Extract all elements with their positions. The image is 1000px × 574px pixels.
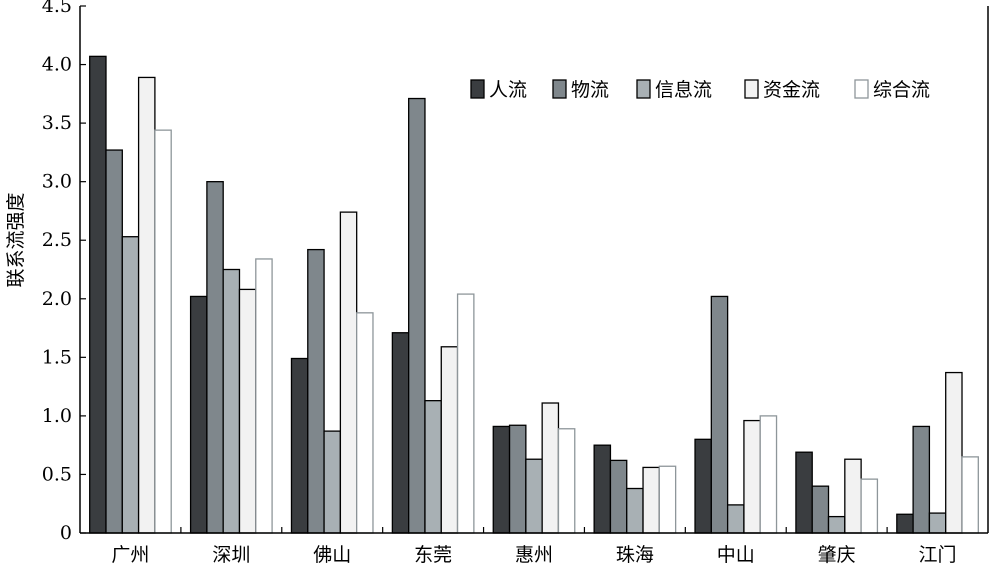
x-category-label: 珠海 — [616, 544, 654, 566]
bar-5-5 — [557, 428, 576, 534]
legend-swatch — [552, 79, 567, 99]
bar-7-3 — [726, 504, 745, 534]
bar-8-1 — [795, 451, 813, 534]
bar-7-5 — [759, 415, 778, 534]
x-category-label: 深圳 — [212, 544, 250, 566]
bar-3-2 — [307, 248, 325, 534]
bar-6-1 — [593, 444, 612, 534]
bars-group — [89, 55, 979, 534]
bar-5-2 — [508, 424, 527, 534]
bar-3-5 — [356, 312, 374, 534]
legend-label: 信息流 — [655, 79, 712, 101]
y-tick-label: 2.0 — [42, 288, 72, 310]
x-category-label: 肇庆 — [818, 544, 856, 566]
bar-2-4 — [238, 288, 257, 534]
bar-1-5 — [154, 129, 172, 534]
bar-3-1 — [290, 357, 309, 534]
y-tick-label: 2.5 — [42, 229, 72, 251]
bar-6-2 — [609, 459, 628, 534]
bar-5-4 — [541, 402, 560, 534]
bar-8-4 — [844, 458, 862, 534]
legend-label: 物流 — [571, 79, 609, 101]
bar-4-5 — [456, 293, 475, 534]
x-labels-group: 广州 深圳 佛山 东莞 惠州 珠海 中山 肇庆 江门 — [111, 527, 957, 566]
bar-8-3 — [827, 515, 846, 534]
y-tick-label: 3.5 — [42, 112, 72, 134]
bar-9-3 — [928, 512, 947, 534]
bar-7-1 — [694, 438, 712, 534]
y-tick-label: 3.0 — [42, 171, 72, 193]
legend-label: 综合流 — [873, 79, 930, 101]
bar-9-5 — [961, 456, 979, 534]
bar-4-1 — [391, 332, 410, 534]
y-tick-label: 1.5 — [42, 346, 72, 368]
bar-9-2 — [912, 425, 931, 534]
y-tick-label: 0.5 — [42, 463, 72, 485]
bar-2-1 — [189, 295, 208, 534]
legend-swatch — [744, 79, 759, 99]
axes-group — [79, 6, 989, 534]
legend-swatch — [854, 79, 869, 99]
bar-4-2 — [408, 97, 426, 534]
x-category-label: 江门 — [919, 544, 957, 566]
bar-2-3 — [222, 268, 241, 534]
legend-label: 资金流 — [763, 79, 820, 101]
bar-3-4 — [339, 211, 358, 534]
bar-7-2 — [710, 295, 729, 534]
bar-9-1 — [896, 513, 914, 534]
bar-6-3 — [626, 487, 644, 534]
bar-4-4 — [440, 346, 459, 534]
y-tick-label: 0 — [60, 522, 72, 544]
bar-9-4 — [945, 371, 963, 534]
bar-1-4 — [137, 76, 156, 534]
legend-swatch — [470, 79, 485, 99]
bar-5-1 — [492, 425, 511, 534]
bar-8-5 — [860, 478, 879, 534]
x-category-label: 佛山 — [313, 544, 351, 566]
bar-2-5 — [255, 258, 273, 534]
bar-1-1 — [89, 55, 107, 534]
y-ticks-group: 0 0.5 1.0 1.5 2.0 2.5 3.0 3.5 4.0 4.5 — [42, 0, 86, 544]
bar-1-3 — [121, 236, 140, 534]
x-category-label: 广州 — [111, 544, 149, 566]
legend-swatch — [636, 79, 651, 99]
bar-8-2 — [811, 485, 830, 534]
legend: 人流 物流 信息流 资金流 综合流 — [470, 79, 930, 101]
x-category-label: 中山 — [717, 544, 755, 566]
y-tick-label: 4.5 — [42, 0, 72, 17]
bar-1-2 — [105, 149, 123, 534]
legend-label: 人流 — [489, 79, 527, 101]
bar-2-2 — [206, 181, 224, 534]
x-category-label: 惠州 — [515, 544, 553, 566]
bar-5-3 — [525, 458, 543, 534]
y-axis-label: 联系流强度 — [5, 192, 27, 287]
bar-4-3 — [424, 400, 442, 534]
bar-3-3 — [323, 430, 342, 534]
y-tick-label: 1.0 — [42, 405, 72, 427]
y-tick-label: 4.0 — [42, 54, 72, 76]
bar-6-4 — [642, 466, 660, 534]
bar-6-5 — [658, 465, 677, 534]
x-category-label: 东莞 — [414, 544, 452, 566]
bar-7-4 — [743, 419, 761, 534]
